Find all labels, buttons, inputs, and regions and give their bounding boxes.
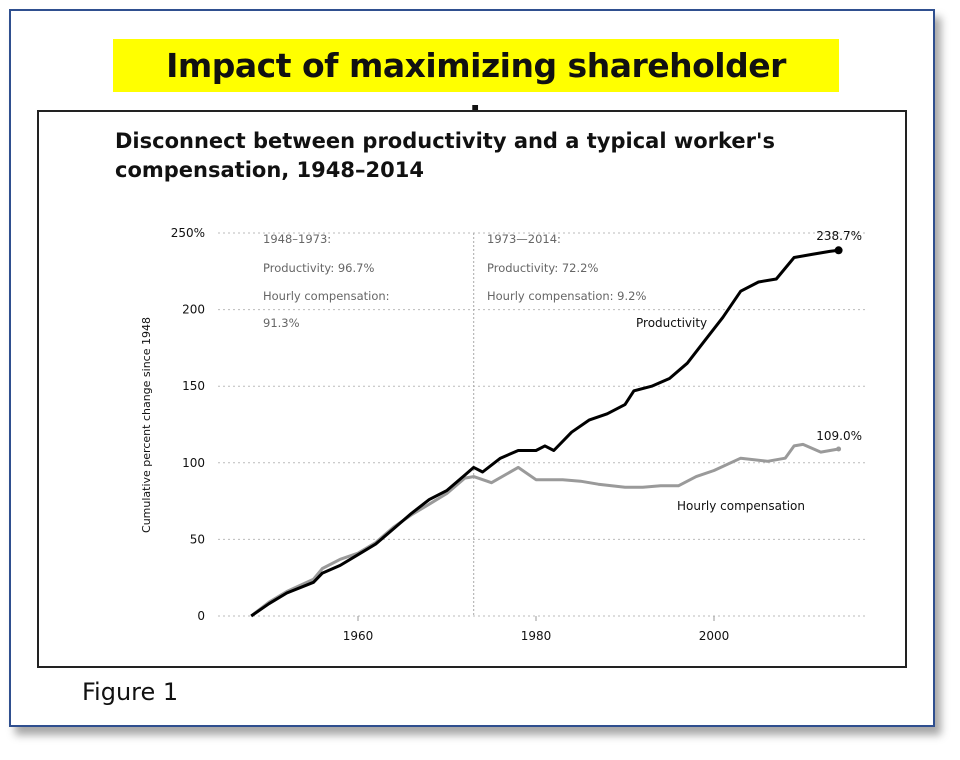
- y-tick-label: 100: [182, 456, 205, 470]
- end-point-productivity: [834, 246, 843, 255]
- x-tick-label: 1980: [521, 629, 552, 643]
- chart-title: Disconnect between productivity and a ty…: [115, 129, 775, 182]
- end-point-compensation: [836, 446, 842, 452]
- figure-caption: Figure 1: [82, 678, 179, 706]
- annotation-text: Hourly compensation:: [263, 289, 390, 303]
- annotation-1948-1973: 1948–1973: Productivity: 96.7% Hourly co…: [263, 232, 390, 330]
- annotation-1973-2014: 1973—2014: Productivity: 72.2% Hourly co…: [487, 232, 646, 303]
- y-tick-label: 250%: [171, 226, 205, 240]
- end-label-productivity: 238.7%: [816, 229, 862, 243]
- series-label-compensation: Hourly compensation: [677, 499, 805, 513]
- end-label-compensation: 109.0%: [816, 429, 862, 443]
- annotation-text: 1973—2014:: [487, 232, 561, 246]
- series-line-productivity: [250, 248, 839, 618]
- x-tick-label: 1960: [343, 629, 374, 643]
- annotation-text: Hourly compensation: 9.2%: [487, 289, 646, 303]
- annotation-text: Productivity: 72.2%: [487, 261, 598, 275]
- y-tick-label: 0: [197, 609, 205, 623]
- y-axis-label: Cumulative percent change since 1948: [140, 317, 153, 533]
- y-tick-label: 200: [182, 303, 205, 317]
- y-tick-label: 150: [182, 379, 205, 393]
- annotation-text: 91.3%: [263, 316, 300, 330]
- series-label-productivity: Productivity: [636, 316, 707, 330]
- series-line-compensation: [250, 442, 839, 618]
- annotation-text: 1948–1973:: [263, 232, 331, 246]
- chart-container: [37, 110, 907, 668]
- x-tick-label: 2000: [699, 629, 730, 643]
- annotation-text: Productivity: 96.7%: [263, 261, 374, 275]
- y-tick-label: 50: [190, 532, 205, 546]
